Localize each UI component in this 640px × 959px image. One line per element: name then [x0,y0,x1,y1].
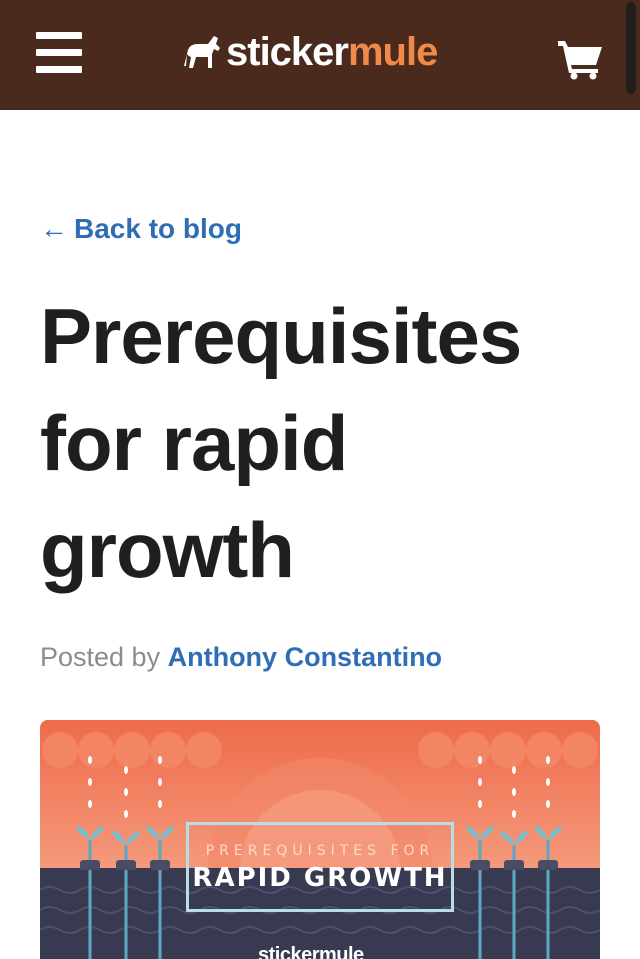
hamburger-menu-button[interactable] [36,32,82,74]
hero-title-frame: PREREQUISITES FOR RAPID GROWTH [186,822,454,912]
top-navigation-bar: sticker mule [0,0,640,110]
cart-button[interactable] [556,38,604,80]
hero-illustration [40,720,600,959]
hamburger-line [36,66,82,73]
back-to-blog-label: Back to blog [74,213,243,244]
hero-subtitle: PREREQUISITES FOR [205,843,435,859]
posted-by-label: Posted by [40,642,161,672]
logo-text-sticker: sticker [226,30,349,74]
author-link[interactable]: Anthony Constantino [167,642,443,672]
back-arrow-icon: ← [40,213,68,244]
hero-brand-logo: stickermule [258,944,364,959]
logo-text-mule: mule [347,30,438,74]
hero-image: PREREQUISITES FOR RAPID GROWTH stickermu… [40,720,600,959]
hamburger-icon [36,32,82,39]
mule-icon [184,36,220,68]
post-title: Prerequisites for rapid growth [40,292,522,594]
hero-headline: RAPID GROWTH [192,863,448,893]
shopping-cart-icon [558,41,602,80]
stickermule-logo[interactable]: sticker mule [180,28,438,76]
post-byline: Posted by Anthony Constantino [40,640,442,674]
page-scrollbar[interactable] [626,2,636,94]
hamburger-line [36,49,82,56]
back-to-blog-link[interactable]: ← Back to blog [40,212,242,246]
